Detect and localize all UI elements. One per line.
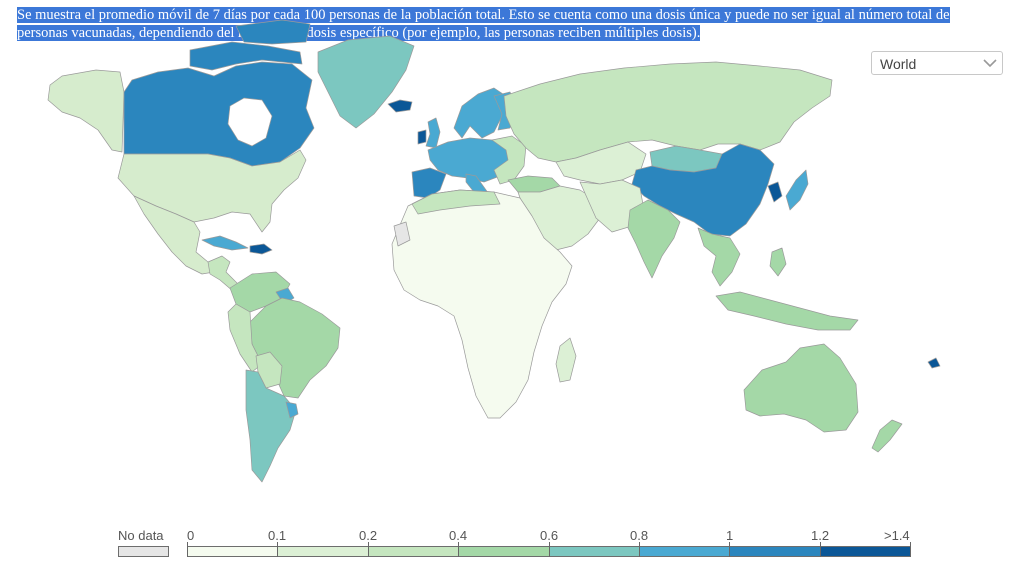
- world-map: [47, 19, 941, 483]
- country-korea[interactable]: [767, 181, 783, 203]
- map-description: Se muestra el promedio móvil de 7 días p…: [17, 6, 977, 42]
- legend-swatch: [548, 546, 640, 557]
- country-alaska[interactable]: [47, 69, 125, 153]
- legend-no-data-label: No data: [118, 528, 164, 543]
- legend-tick: [458, 542, 459, 557]
- region-select[interactable]: World: [871, 51, 1003, 75]
- country-argentina[interactable]: [245, 369, 297, 483]
- hudson-bay: [227, 97, 273, 147]
- country-russia[interactable]: [503, 61, 833, 163]
- country-iceland[interactable]: [387, 99, 413, 113]
- legend-swatch: [367, 546, 460, 557]
- country-iberia[interactable]: [411, 167, 447, 199]
- legend-swatch: [819, 546, 911, 557]
- legend-tick-label: 0.2: [359, 528, 378, 543]
- country-eastern-europe[interactable]: [491, 135, 527, 185]
- country-canada[interactable]: [123, 61, 315, 167]
- country-canada-arctic[interactable]: [189, 41, 303, 71]
- country-india[interactable]: [627, 199, 681, 279]
- country-usa[interactable]: [117, 149, 307, 233]
- country-uruguay[interactable]: [285, 401, 299, 419]
- legend-tick: [729, 542, 730, 557]
- legend-tick-label: 0.4: [449, 528, 468, 543]
- legend-tick: [549, 542, 550, 557]
- legend-no-data-swatch: [118, 546, 169, 557]
- legend-swatch: [729, 546, 821, 557]
- country-philippines[interactable]: [769, 247, 787, 277]
- country-hispaniola[interactable]: [249, 243, 273, 255]
- legend-tick: [820, 542, 821, 557]
- legend-tick-label: >1.4: [884, 528, 910, 543]
- country-japan[interactable]: [785, 169, 809, 211]
- legend-tick-label: 0.6: [540, 528, 559, 543]
- map-legend: No data 0 0.1 0.2 0.4 0.6 0.8 1 1.2 >1.4: [0, 520, 1024, 576]
- country-cuba[interactable]: [201, 235, 249, 251]
- legend-swatch: [638, 546, 731, 557]
- legend-tick-label: 1: [726, 528, 734, 543]
- region-select-value: World: [880, 56, 917, 72]
- legend-swatch: [458, 546, 550, 557]
- legend-tick-label: 1.2: [811, 528, 830, 543]
- legend-swatch: [277, 546, 369, 557]
- legend-tick: [187, 542, 188, 557]
- legend-swatch: [187, 546, 279, 557]
- country-ireland[interactable]: [417, 129, 427, 145]
- country-indonesia[interactable]: [715, 291, 859, 331]
- country-australia[interactable]: [743, 343, 859, 433]
- legend-tick-label: 0: [187, 528, 195, 543]
- country-new-caledonia[interactable]: [927, 357, 941, 369]
- country-western-sahara[interactable]: [393, 221, 411, 247]
- country-uk[interactable]: [425, 117, 441, 149]
- chevron-down-icon: [983, 59, 997, 68]
- country-greenland[interactable]: [317, 35, 415, 129]
- legend-tick: [277, 542, 278, 557]
- country-africa[interactable]: [391, 189, 573, 419]
- legend-tick: [639, 542, 640, 557]
- country-madagascar[interactable]: [555, 337, 577, 383]
- legend-tick: [910, 542, 911, 557]
- legend-tick: [368, 542, 369, 557]
- legend-tick-label: 0.1: [268, 528, 287, 543]
- country-new-zealand[interactable]: [871, 419, 903, 453]
- country-canada-north[interactable]: [235, 19, 311, 45]
- country-north-africa[interactable]: [411, 189, 501, 215]
- legend-tick-label: 0.8: [630, 528, 649, 543]
- country-southeast-asia[interactable]: [697, 227, 741, 287]
